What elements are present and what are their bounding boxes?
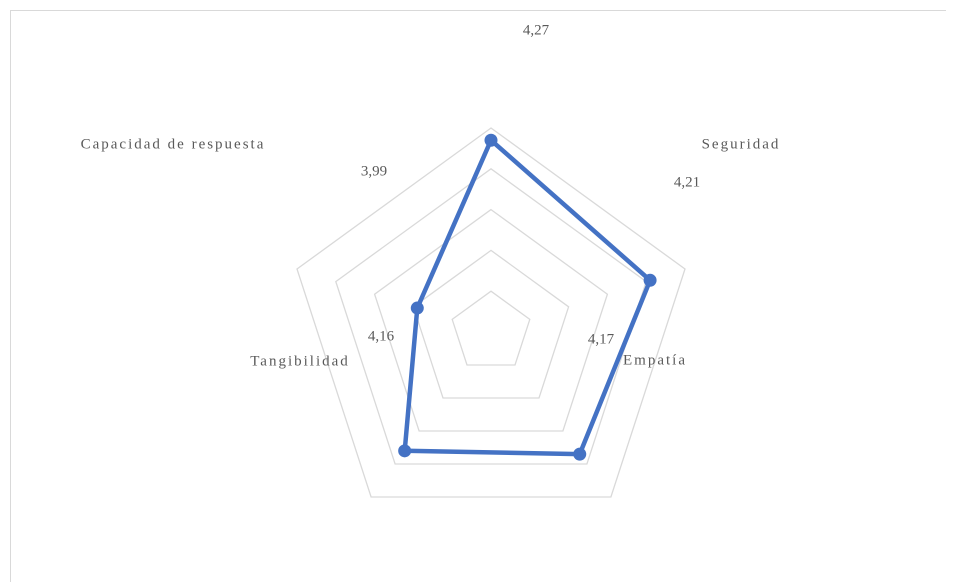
point	[643, 273, 657, 287]
grid-ring	[296, 127, 686, 498]
grid-ring	[451, 290, 531, 366]
grid-ring	[412, 249, 570, 399]
category-label: Capacidad de respuesta	[81, 136, 266, 152]
point	[573, 447, 587, 461]
category-label: Seguridad	[702, 136, 781, 152]
category-label: Tangibilidad	[250, 353, 350, 369]
point	[410, 301, 424, 315]
data-label: 4,16	[368, 328, 395, 344]
series-line	[402, 137, 653, 457]
chart-border	[10, 10, 946, 582]
data-label: 4,21	[674, 174, 700, 190]
data-label: 3,99	[361, 163, 387, 179]
data-label: 4,17	[588, 331, 615, 347]
data-label: 4,27	[523, 22, 550, 38]
grid-ring	[335, 167, 647, 465]
category-label: Empatía	[623, 352, 687, 368]
grid-ring	[373, 208, 609, 432]
point	[398, 444, 412, 458]
point	[484, 133, 498, 147]
